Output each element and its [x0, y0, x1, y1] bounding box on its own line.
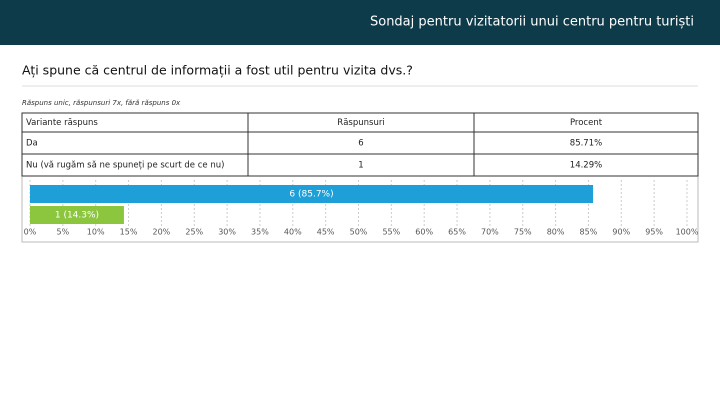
table-cell-text: Da	[26, 139, 38, 149]
x-tick-label: 5%	[56, 228, 69, 237]
x-tick-label: 45%	[317, 228, 335, 237]
table-header: Variante răspuns	[26, 118, 98, 128]
x-tick-label: 85%	[580, 228, 598, 237]
table-cell	[21, 131, 249, 155]
x-tick-label: 20%	[153, 228, 171, 237]
x-tick-label: 15%	[120, 228, 138, 237]
table-cell-text: 85.71%	[570, 139, 602, 149]
table-cell-text: Nu (vă rugăm să ne spuneți pe scurt de c…	[26, 161, 224, 171]
table-header: Răspunsuri	[337, 118, 384, 128]
table-cell	[473, 153, 699, 177]
bar	[30, 206, 124, 224]
x-tick-label: 60%	[415, 228, 433, 237]
value-label: 6 (85.7%)	[289, 190, 333, 200]
x-tick-label: 25%	[185, 228, 203, 237]
question: Ați spune că centrul de informații a fos…	[22, 63, 413, 78]
table-cell-text: 14.29%	[570, 161, 602, 171]
value-label: 1 (14.3%)	[55, 211, 99, 221]
x-tick-label: 35%	[251, 228, 269, 237]
x-tick-label: 95%	[645, 228, 663, 237]
header-bar	[0, 0, 720, 45]
x-tick-label: 10%	[87, 228, 105, 237]
x-tick-label: 65%	[448, 228, 466, 237]
x-tick-label: 50%	[350, 228, 368, 237]
x-tick-label: 55%	[382, 228, 400, 237]
bar	[30, 185, 594, 203]
table-header-bg	[22, 113, 698, 132]
table-cell-text: 1	[358, 161, 363, 171]
x-tick-label: 75%	[514, 228, 532, 237]
table-header: Procent	[570, 118, 603, 128]
x-tick-label: 100%	[676, 228, 699, 237]
header-title: Sondaj pentru vizitatorii unui centru pe…	[370, 15, 694, 30]
x-tick-label: 70%	[481, 228, 499, 237]
x-tick-label: 0%	[24, 228, 37, 237]
x-tick-label: 30%	[218, 228, 236, 237]
table-cell-text: 6	[358, 139, 363, 149]
note: Răspuns unic, răspunsuri 7x, fără răspun…	[22, 99, 181, 107]
x-tick-label: 90%	[612, 228, 630, 237]
x-tick-label: 80%	[547, 228, 565, 237]
x-tick-label: 40%	[284, 228, 302, 237]
